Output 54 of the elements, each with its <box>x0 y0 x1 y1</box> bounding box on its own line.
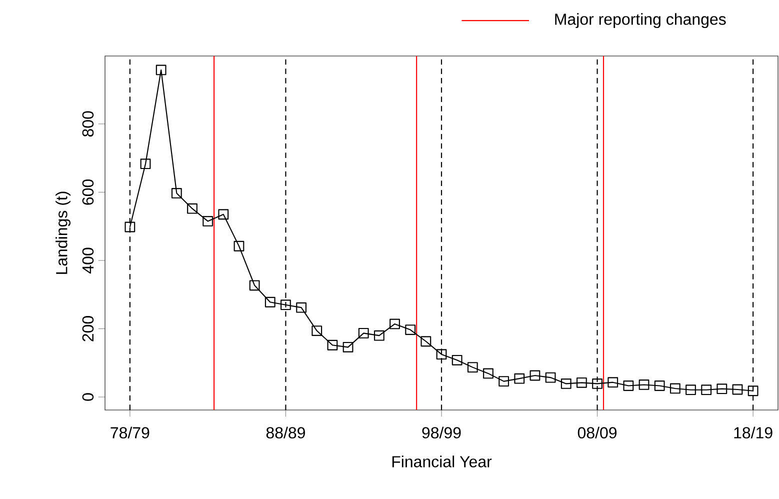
point <box>124 222 136 232</box>
y-tick-label: 400 <box>82 248 94 274</box>
point <box>732 384 743 395</box>
x-tick-label: 98/99 <box>422 426 461 438</box>
point <box>560 378 572 389</box>
point <box>202 216 214 226</box>
point <box>638 380 650 390</box>
point <box>452 354 462 366</box>
point <box>530 370 540 381</box>
point <box>670 383 680 394</box>
y-tick-label: 200 <box>82 316 94 342</box>
x-tick-label: 08/09 <box>578 426 617 438</box>
point <box>342 342 354 352</box>
point <box>280 300 291 310</box>
y-tick-label: 0 <box>82 393 94 401</box>
point <box>218 209 229 220</box>
point <box>374 330 384 341</box>
point <box>390 318 400 330</box>
x-tick-label: 78/79 <box>110 426 150 438</box>
point <box>420 336 432 347</box>
point <box>187 203 198 214</box>
point <box>748 386 758 396</box>
point <box>436 349 447 360</box>
point <box>514 373 525 384</box>
point <box>576 377 587 388</box>
y-tick-label: 800 <box>82 111 94 137</box>
point <box>623 380 634 391</box>
point <box>264 296 276 308</box>
point <box>716 384 728 394</box>
point <box>234 240 244 252</box>
point <box>701 384 712 396</box>
point <box>327 340 338 350</box>
point <box>358 328 369 338</box>
point <box>140 158 151 170</box>
x-tick-label: 18/19 <box>734 426 772 438</box>
point <box>467 362 478 373</box>
point <box>312 326 322 336</box>
point <box>249 280 260 291</box>
text: Major reporting changes <box>555 13 726 28</box>
point <box>608 377 618 388</box>
point <box>296 302 306 313</box>
point <box>483 368 494 379</box>
point <box>686 384 696 396</box>
point <box>156 64 166 76</box>
point <box>654 380 665 391</box>
point <box>171 188 182 198</box>
point <box>592 378 602 389</box>
point <box>545 372 556 383</box>
y-tick-label: 600 <box>82 179 94 205</box>
x-axis-title: Financial Year <box>392 456 492 468</box>
y-axis-title: Landings (t) <box>56 192 70 274</box>
point <box>498 376 510 387</box>
x-tick-label: 88/89 <box>266 426 305 438</box>
point <box>405 324 416 335</box>
